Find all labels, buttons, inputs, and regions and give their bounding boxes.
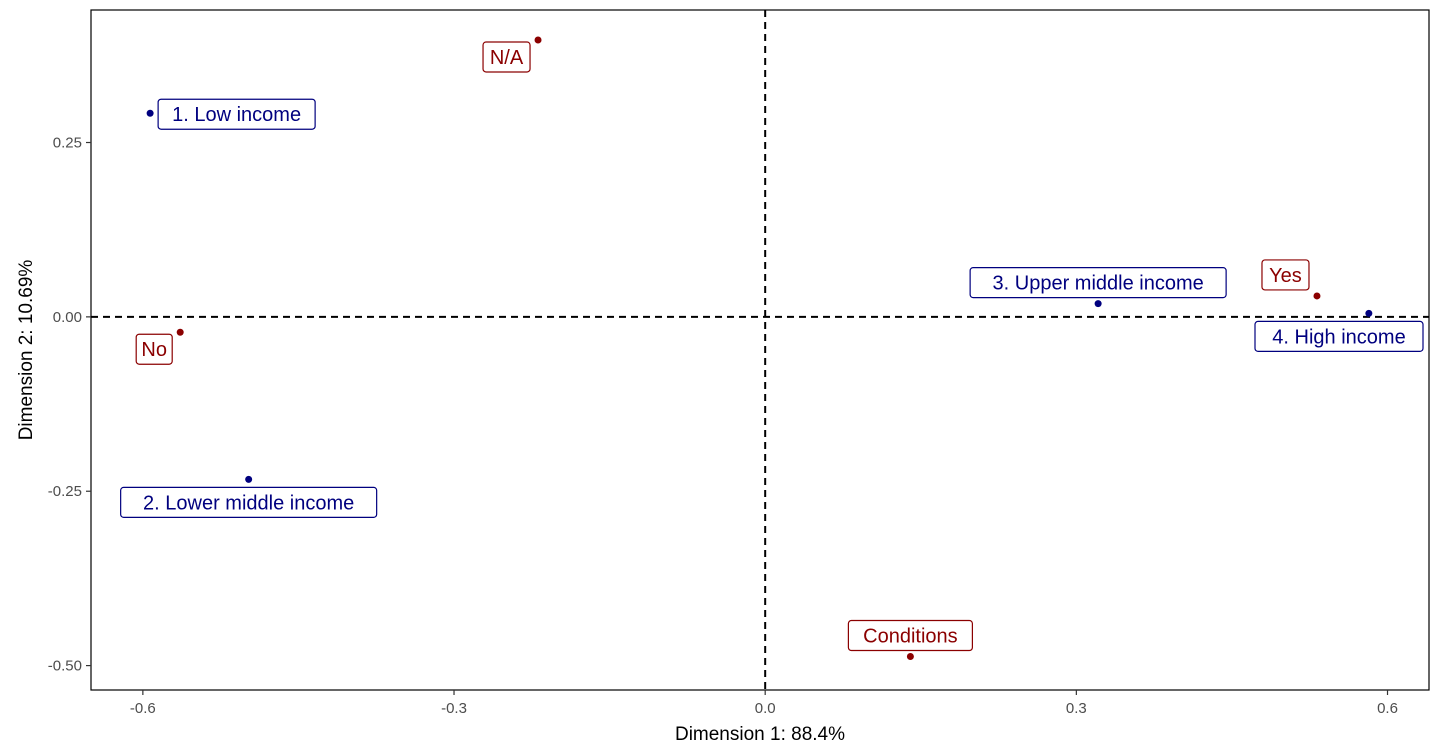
- point-label-text: N/A: [490, 47, 524, 69]
- point-label: N/A: [482, 41, 531, 73]
- point-label: 1. Low income: [157, 98, 316, 130]
- point-label-text: 1. Low income: [172, 104, 301, 126]
- data-point: [176, 328, 184, 336]
- x-tick-label: 0.6: [1377, 700, 1398, 717]
- point-label: No: [135, 333, 173, 365]
- point-label-box: [969, 267, 1227, 299]
- y-tick-label: 0.00: [53, 309, 82, 326]
- point-label-box: [482, 41, 531, 73]
- y-axis: 0.25 0.00 -0.25 -0.50: [48, 135, 91, 675]
- point-label-text: Yes: [1269, 265, 1302, 287]
- point-label-text: 2. Lower middle income: [143, 492, 354, 514]
- y-tick-label: 0.25: [53, 135, 82, 152]
- point-label: Conditions: [847, 619, 973, 652]
- data-point: [1094, 300, 1102, 308]
- data-point: [146, 109, 154, 117]
- point-label-text: Conditions: [863, 626, 958, 648]
- data-point: [1365, 309, 1373, 317]
- point-label-box: [847, 619, 973, 652]
- point-label: 2. Lower middle income: [120, 486, 378, 518]
- point-label: Yes: [1261, 259, 1310, 291]
- y-tick-label: -0.50: [48, 658, 82, 675]
- x-axis: -0.6 -0.3 0.0 0.3 0.6: [130, 690, 1398, 717]
- point-labels: 1. Low income 2. Lower middle income 3. Up…: [120, 41, 1424, 652]
- data-point: [245, 475, 253, 483]
- point-label: 4. High income: [1254, 320, 1424, 352]
- point-label-box: [157, 98, 316, 130]
- x-tick-label: 0.3: [1066, 700, 1087, 717]
- point-label-box: [120, 486, 378, 518]
- reference-lines: [91, 10, 1429, 690]
- data-point: [534, 36, 542, 44]
- y-axis-title: Dimension 2: 10.69%: [16, 260, 37, 441]
- data-point: [906, 653, 914, 661]
- point-label-text: No: [141, 339, 167, 361]
- x-tick-label: -0.6: [130, 700, 156, 717]
- y-tick-label: -0.25: [48, 483, 82, 500]
- point-label: 3. Upper middle income: [969, 267, 1227, 299]
- x-tick-label: -0.3: [441, 700, 467, 717]
- point-label-box: [1261, 259, 1310, 291]
- point-label-text: 3. Upper middle income: [993, 273, 1204, 295]
- data-points: [146, 36, 1373, 661]
- data-point: [1313, 292, 1321, 300]
- x-tick-label: 0.0: [755, 700, 776, 717]
- point-label-text: 4. High income: [1272, 326, 1405, 348]
- point-label-box: [135, 333, 173, 365]
- point-label-box: [1254, 320, 1424, 352]
- x-axis-title: Dimension 1: 88.4%: [675, 724, 845, 745]
